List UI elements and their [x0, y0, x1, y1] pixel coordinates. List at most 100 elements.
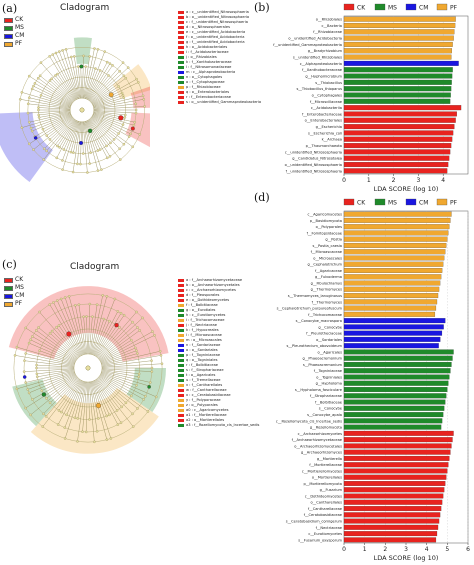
cladogram-a-leaf-node: [111, 64, 114, 67]
cladogram-c-branch: [39, 311, 79, 358]
cladogram-c-leaf-node: [115, 409, 119, 412]
cladogram-a-branch: [59, 120, 77, 148]
cladogram-a-branch: [65, 49, 80, 99]
cladogram-c-key-swatch: [178, 348, 184, 353]
cladogram-c-key-swatch: [178, 393, 184, 398]
lda-d-bar-label: o__Microascales: [313, 256, 342, 260]
cladogram-c-leaf-node: [141, 316, 144, 320]
cladogram-c-branch: [29, 342, 76, 363]
cladogram-c-leaf-node: [15, 387, 19, 391]
cladogram-c-leaf-node: [81, 430, 84, 433]
cladogram-c-leaf-node: [116, 423, 120, 426]
cladogram-a-key-swatch: [178, 40, 184, 45]
cladogram-a-branch: [93, 95, 124, 107]
lda-d-bar: [343, 368, 451, 374]
cladogram-c-branch: [101, 370, 139, 377]
cladogram-c-branch: [95, 379, 118, 411]
cladogram-a-leaf-node: [134, 108, 138, 112]
cladogram-a-leaf-node: [86, 171, 89, 174]
lda-d-tick-label: 6: [466, 546, 470, 553]
cladogram-c-branch: [99, 375, 132, 397]
cladogram-c-key-item: x : c__Ceratobasidiaceae: [178, 393, 259, 398]
lda-d-bar-label: s__Conocybe_apala: [307, 413, 342, 417]
cladogram-c-key-item: a : f__Archaeorhizomycetaceae: [178, 278, 259, 283]
lda-b-bar-label: o__unidentified_Acidobacteria: [288, 37, 342, 41]
cladogram-a-branch: [83, 121, 90, 164]
cladogram-c-branch: [75, 305, 86, 355]
cladogram-a-leaf-node: [126, 66, 130, 69]
cladogram-c-branch: [77, 381, 87, 442]
cladogram-a-branch: [82, 121, 88, 173]
cladogram-c-leaf-node: [63, 437, 67, 440]
cladogram-c-leaf-node: [84, 430, 88, 434]
cladogram-c-key-swatch: [178, 383, 184, 388]
cladogram-a-branch: [92, 78, 137, 105]
lda-d-bar: [343, 499, 443, 505]
cladogram-c-branch: [92, 381, 107, 417]
cladogram-a-key-label: i : f__Acidobacteriaceae: [186, 50, 229, 54]
lda-b-bar: [343, 136, 453, 142]
cladogram-c-branch: [92, 381, 112, 439]
cladogram-a-key-item: m : c__Alphaproteobacteria: [178, 70, 261, 75]
cladogram-c-key-swatch: [178, 358, 184, 363]
cladogram-c-leaf-node: [82, 315, 85, 318]
lda-d-bar: [343, 217, 451, 223]
lda-d-bar-label: g__Rozellomycota: [310, 426, 342, 430]
lda-d-bar-label: s__Conocybe: [319, 407, 343, 411]
cladogram-c-key-label: i : f__Trichocomaceae: [186, 318, 225, 322]
cladogram-a-leaf-node: [98, 148, 102, 151]
cladogram-a-leaf-node: [77, 65, 80, 68]
cladogram-c-key-item: u : f__Tremellaceae: [178, 378, 259, 383]
lda-d-bar-label: s__Cephalotrichum_purpureofuscum: [277, 307, 343, 311]
cladogram-c-key-item: d : f__Pleosporales: [178, 293, 259, 298]
cladogram-c-key-label: w : f__Cantharellaceae: [186, 388, 227, 392]
cladogram-a-leaf-node: [117, 132, 120, 135]
cladogram-a-leaf-node: [79, 162, 82, 166]
cladogram-a-leaf-node: [26, 111, 30, 115]
lda-d-bar-label: o__Sordariales: [316, 338, 342, 342]
cladogram-c-key-swatch: [178, 343, 184, 348]
cladogram-c-key-item: p : f__Togniniaceae: [178, 353, 259, 358]
lda-d-tick-label: 5: [445, 546, 449, 553]
cladogram-c-key-item: o : o__Sordariales: [178, 348, 259, 353]
cladogram-a-branch: [93, 111, 126, 116]
cladogram-a-branch: [93, 106, 145, 110]
cladogram-a-leaf-node: [30, 129, 34, 133]
lda-d-tick-label: 3: [404, 546, 408, 553]
cladogram-a-leaf-node: [106, 60, 109, 64]
cladogram-a-biomarker-node: [130, 126, 135, 131]
cladogram-a-branch: [83, 56, 90, 99]
cladogram-c-key-label: a0 : c__Agaricomycetes: [186, 408, 229, 412]
cladogram-c-branch: [96, 378, 134, 427]
cladogram-c-branch: [61, 379, 81, 413]
cladogram-a-leaf-node: [62, 148, 66, 151]
cladogram-a-biomarker-node: [108, 92, 114, 98]
cladogram-a-leaf-node: [112, 138, 116, 141]
cladogram-c-branch: [16, 346, 75, 365]
cladogram-a-leaf-node: [37, 108, 40, 112]
cladogram-c-leaf-node: [52, 301, 55, 304]
lda-d-legend-swatch-ck: [343, 198, 355, 206]
cladogram-a-leaf-node: [58, 50, 61, 53]
cladogram-c-leaf-node: [138, 329, 141, 332]
cladogram-c-key-label: p : f__Togniniaceae: [186, 353, 221, 357]
cladogram-c-leaf-node: [136, 407, 139, 410]
lda-chart-b: CK MS CM PF o__Rhizobiales c__Bacteria f__Rhiz…: [273, 3, 469, 193]
cladogram-c-title: Cladogram: [70, 262, 120, 272]
cladogram-a-leaf-node: [109, 141, 112, 145]
cladogram-a-leaf-node: [96, 48, 100, 51]
lda-d-bar-label: f__Fomitopsidaceae: [307, 231, 343, 235]
cladogram-a-leaf-node: [56, 72, 59, 76]
cladogram-a-leaf-node: [142, 98, 146, 101]
cladogram-c-branch: [92, 318, 105, 355]
lda-d-bar-label: c__Dothideomycetes: [305, 494, 342, 498]
cladogram-c-branch: [101, 350, 137, 364]
cladogram-a-branch: [44, 118, 74, 149]
cladogram-c-branch: [101, 351, 161, 366]
cladogram-c-key-item: a3 : f__Rozellomycota_cls_Incertae_sedis: [178, 423, 259, 428]
cladogram-c-branch: [99, 330, 140, 360]
cladogram-c-key-label: k : f__Hypocreales: [186, 328, 219, 332]
cladogram-c-branch: [29, 373, 76, 394]
cladogram-c-leaf-node: [55, 325, 58, 329]
cladogram-a-branch: [92, 115, 130, 137]
